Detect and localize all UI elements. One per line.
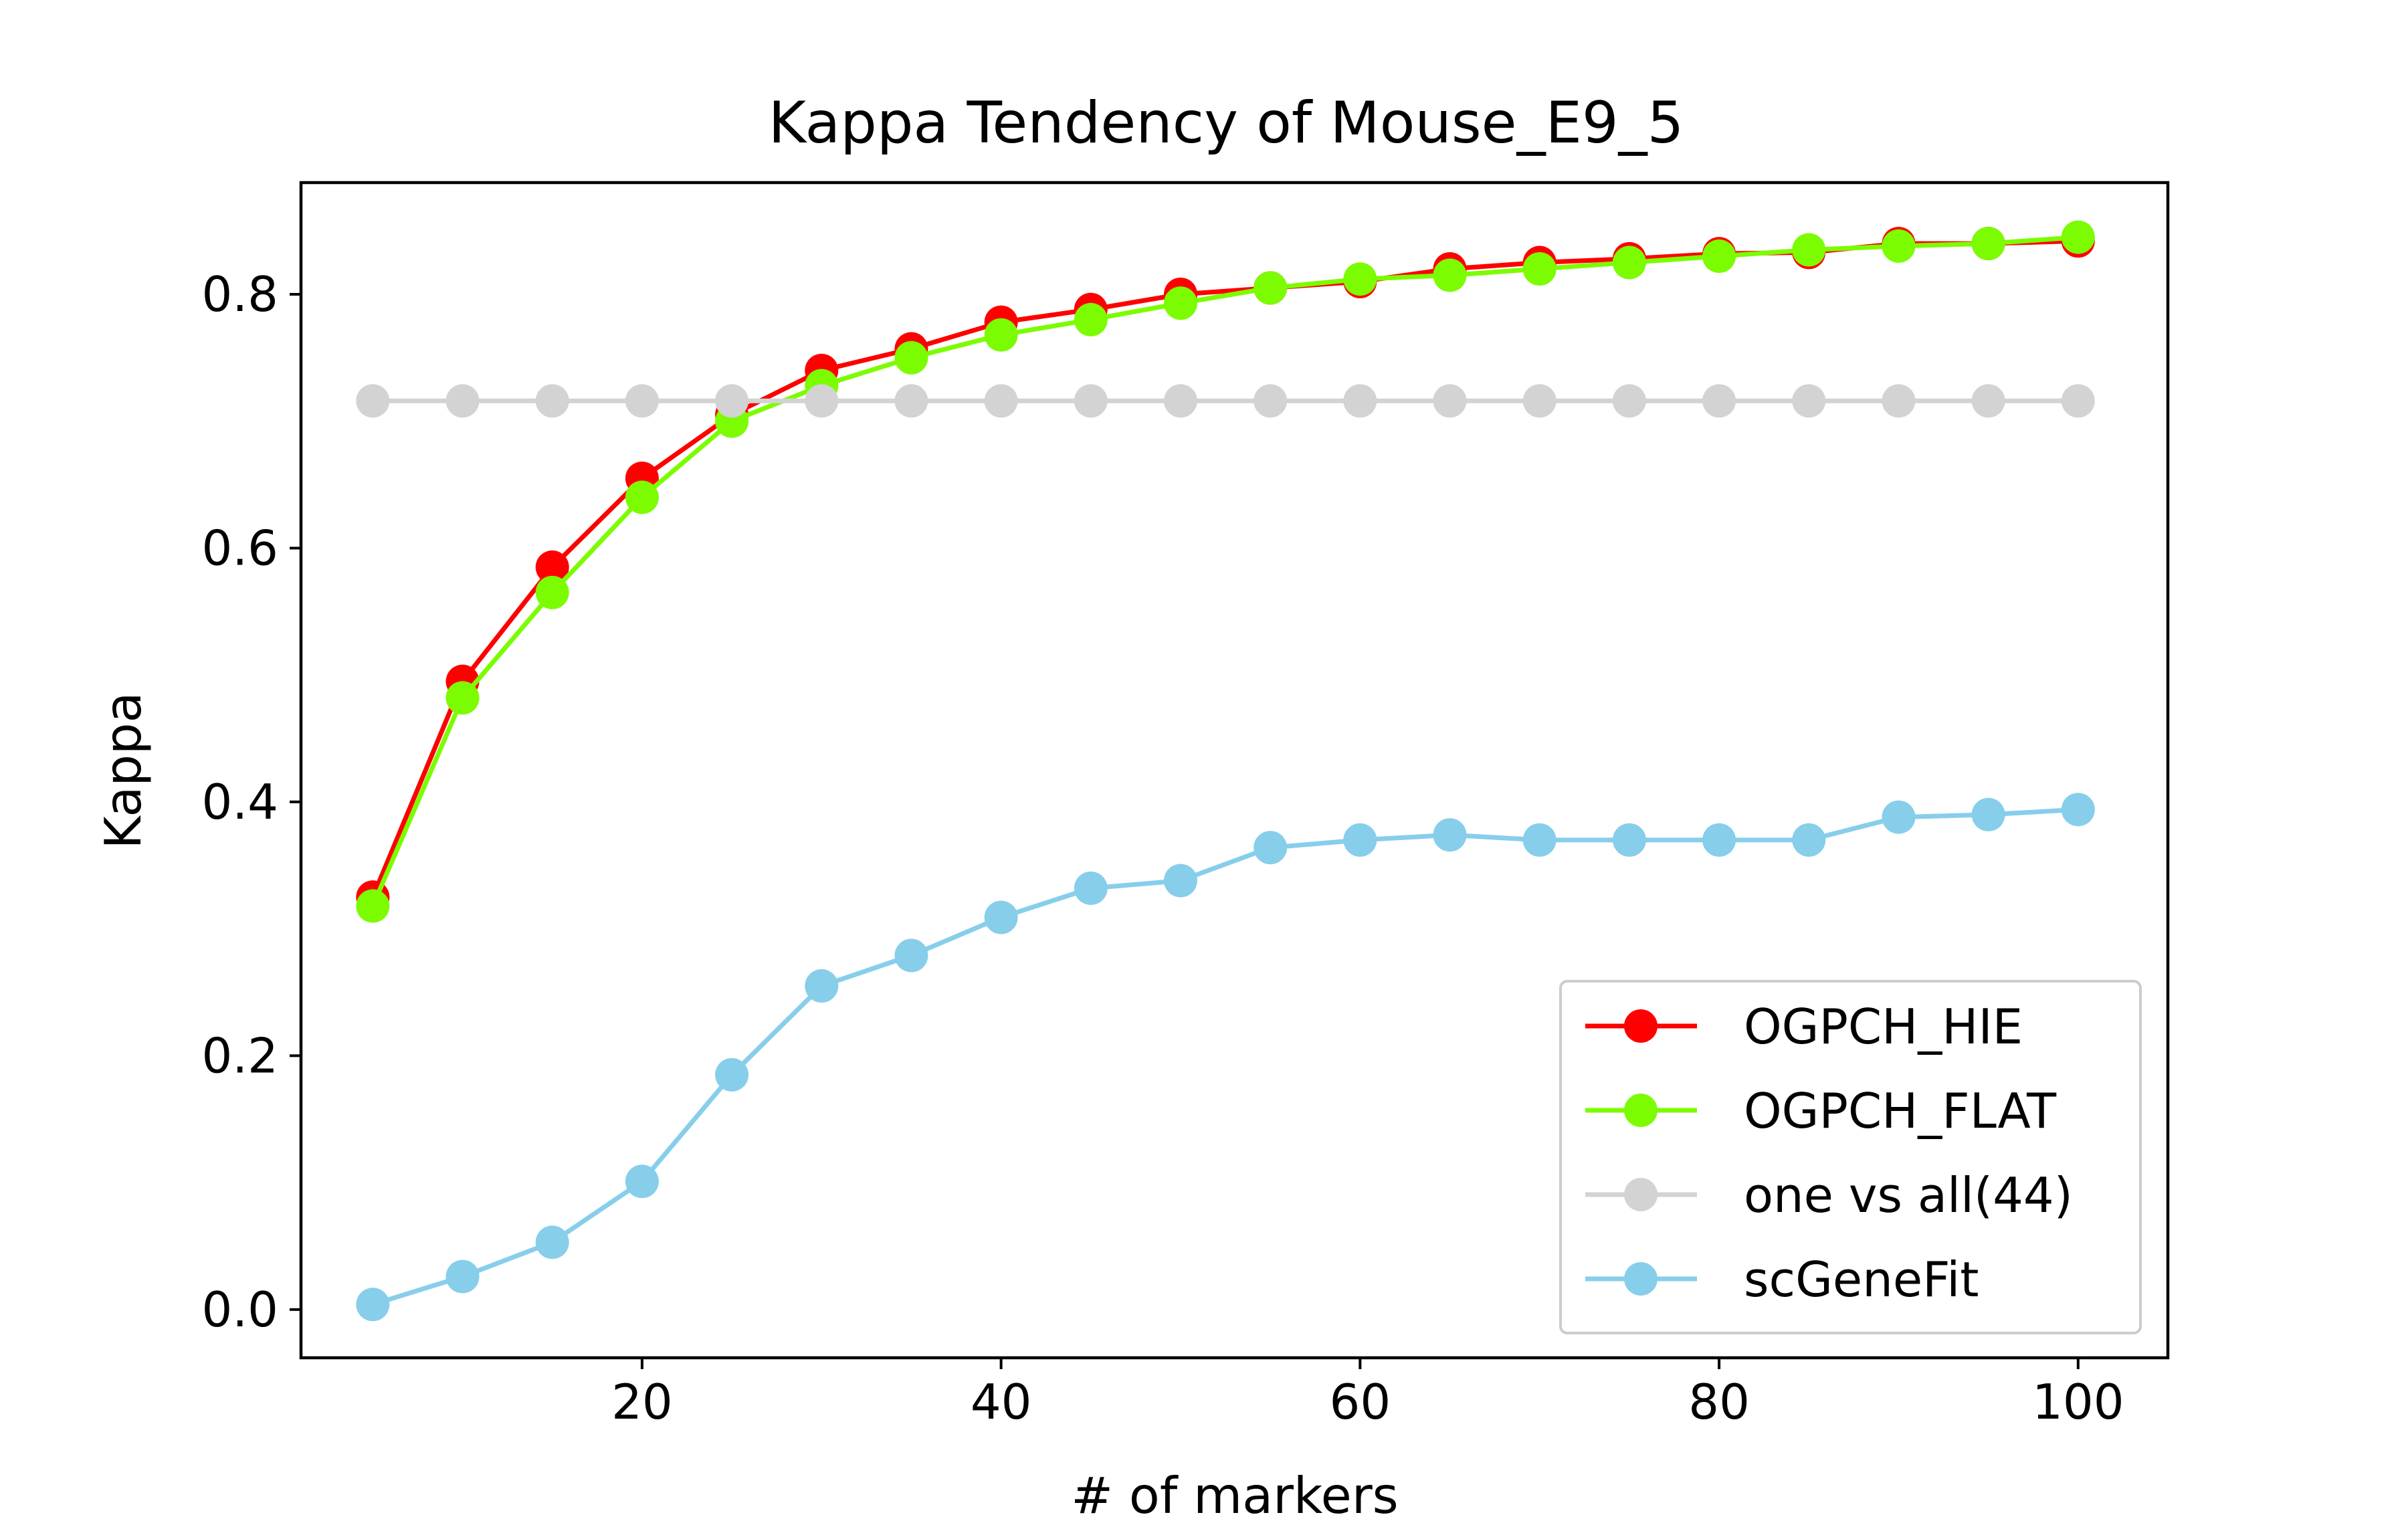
y-tick-label: 0.4: [201, 774, 278, 830]
data-point: [445, 1259, 480, 1294]
data-point: [1343, 384, 1377, 418]
legend-marker: [1624, 1009, 1658, 1043]
data-point: [535, 575, 569, 609]
data-point: [984, 384, 1018, 418]
data-point: [1163, 384, 1197, 418]
series-layer: [356, 220, 2095, 1322]
x-tick-label: 60: [1330, 1374, 1391, 1430]
data-point: [1163, 286, 1197, 320]
data-point: [2061, 793, 2095, 827]
series-1: [356, 220, 2095, 923]
data-point: [1522, 252, 1557, 286]
data-point: [1882, 800, 1916, 834]
data-point: [1163, 863, 1197, 898]
data-point: [1074, 302, 1108, 336]
y-tick-label: 0.2: [201, 1027, 278, 1084]
data-point: [1074, 871, 1108, 905]
data-point: [894, 340, 928, 375]
data-point: [356, 889, 390, 923]
data-point: [2061, 384, 2095, 418]
legend-box: [1559, 980, 2142, 1334]
data-point: [1522, 384, 1557, 418]
data-point: [1433, 258, 1467, 292]
legend-marker: [1624, 1178, 1658, 1211]
data-point: [1971, 384, 2005, 418]
plot-frame: [299, 181, 2170, 1360]
x-tick-label: 80: [1688, 1374, 1750, 1430]
x-tick-label: 40: [971, 1374, 1032, 1430]
data-point: [715, 1057, 749, 1092]
data-point: [1882, 229, 1916, 263]
x-tick-label: 20: [611, 1374, 673, 1430]
data-point: [1792, 823, 1826, 857]
data-point: [894, 384, 928, 418]
y-tick-label: 0.6: [201, 520, 278, 576]
data-point: [535, 384, 569, 418]
data-point: [1702, 823, 1736, 857]
data-point: [1612, 823, 1646, 857]
data-point: [356, 384, 390, 418]
data-point: [1253, 384, 1288, 418]
legend-item: one vs all(44): [1585, 1167, 2073, 1223]
data-point: [1792, 233, 1826, 267]
data-point: [356, 1288, 390, 1322]
data-point: [894, 938, 928, 973]
data-point: [1343, 262, 1377, 296]
data-point: [1433, 384, 1467, 418]
data-point: [1343, 823, 1377, 857]
data-point: [1433, 818, 1467, 852]
data-point: [445, 681, 480, 715]
legend-marker: [1624, 1094, 1658, 1127]
data-point: [1522, 823, 1557, 857]
data-point: [535, 1225, 569, 1259]
data-point: [1971, 797, 2005, 831]
data-point: [625, 1164, 659, 1199]
legend-item: scGeneFit: [1585, 1251, 1979, 1308]
y-axis-label: Kappa: [94, 692, 153, 849]
data-point: [1702, 384, 1736, 418]
data-point: [445, 384, 480, 418]
data-point: [984, 900, 1018, 934]
data-point: [1792, 384, 1826, 418]
x-axis: 20 40 60 80 100: [611, 1358, 2124, 1430]
legend-label: OGPCH_FLAT: [1744, 1083, 2057, 1139]
data-point: [1612, 384, 1646, 418]
data-point: [625, 384, 659, 418]
data-point: [2061, 220, 2095, 254]
data-point: [1702, 239, 1736, 274]
data-point: [1971, 227, 2005, 261]
series-2: [356, 384, 2095, 418]
x-tick-label: 100: [2032, 1374, 2124, 1430]
data-point: [1253, 831, 1288, 865]
legend-item: OGPCH_FLAT: [1585, 1083, 2057, 1139]
y-tick-label: 0.8: [201, 266, 278, 322]
data-point: [984, 318, 1018, 352]
legend-label: one vs all(44): [1744, 1167, 2073, 1223]
data-point: [1612, 245, 1646, 280]
data-point: [805, 384, 839, 418]
legend-label: OGPCH_HIE: [1744, 999, 2023, 1055]
x-axis-label: # of markers: [1071, 1466, 1398, 1525]
legend-label: scGeneFit: [1744, 1251, 1979, 1308]
chart-title: Kappa Tendency of Mouse_E9_5: [769, 90, 1684, 157]
series-3: [356, 793, 2095, 1322]
y-tick-label: 0.0: [201, 1282, 278, 1338]
data-point: [1882, 384, 1916, 418]
data-point: [1253, 271, 1288, 305]
data-point: [625, 480, 659, 514]
data-point: [715, 384, 749, 418]
data-point: [535, 550, 569, 584]
legend-item: OGPCH_HIE: [1585, 999, 2023, 1055]
y-axis: 0.0 0.2 0.4 0.6 0.8: [201, 266, 301, 1338]
legend-marker: [1624, 1262, 1658, 1296]
data-point: [805, 969, 839, 1003]
data-point: [1074, 384, 1108, 418]
